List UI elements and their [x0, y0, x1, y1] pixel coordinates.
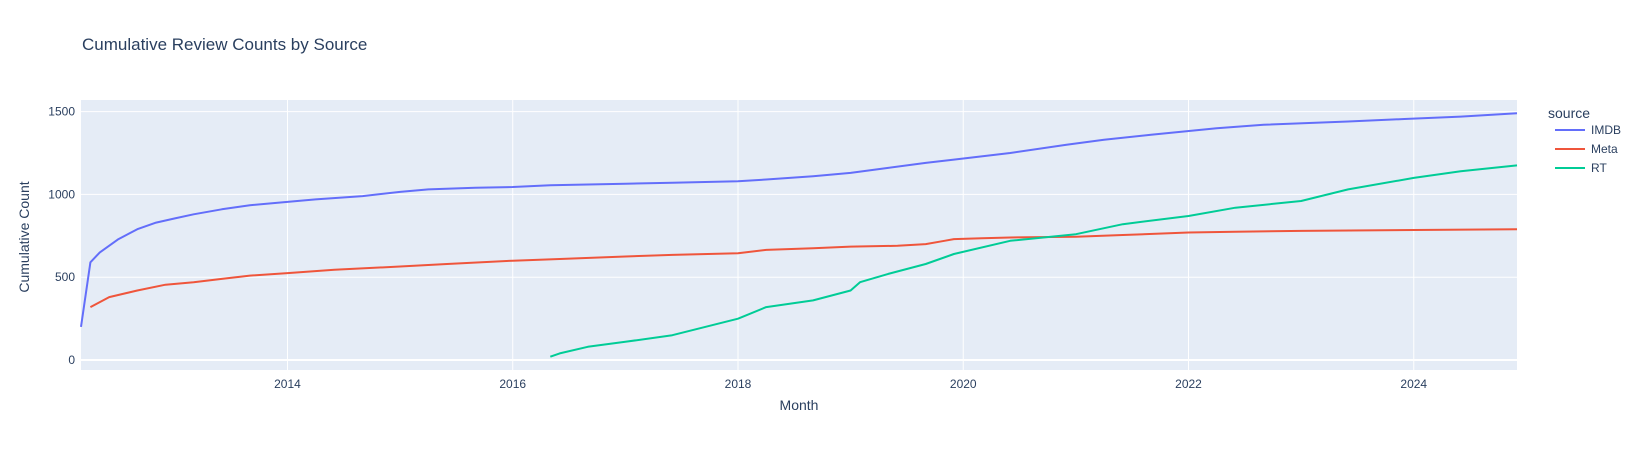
y-tick-label: 500: [55, 270, 75, 284]
y-axis-ticks: 0 500 1000 1500: [48, 105, 75, 367]
grid-lines: [81, 100, 1517, 370]
x-tick-label: 2022: [1175, 377, 1202, 391]
x-tick-label: 2018: [725, 377, 752, 391]
legend-item-imdb[interactable]: IMDB: [1555, 123, 1621, 137]
legend-title: source: [1548, 105, 1590, 121]
plot-area: [81, 100, 1517, 370]
y-tick-label: 1000: [48, 187, 75, 201]
legend: source IMDB Meta RT: [1548, 105, 1621, 175]
y-axis-title: Cumulative Count: [16, 181, 32, 292]
x-tick-label: 2014: [274, 377, 301, 391]
chart-title: Cumulative Review Counts by Source: [82, 35, 367, 54]
legend-item-rt[interactable]: RT: [1555, 161, 1607, 175]
legend-label: RT: [1591, 161, 1607, 175]
x-tick-label: 2016: [499, 377, 526, 391]
legend-item-meta[interactable]: Meta: [1555, 142, 1618, 156]
x-tick-label: 2020: [950, 377, 977, 391]
legend-label: Meta: [1591, 142, 1618, 156]
series-line-meta: [89, 228, 1518, 308]
legend-label: IMDB: [1591, 123, 1621, 137]
x-tick-label: 2024: [1400, 377, 1427, 391]
x-axis-ticks: 2014 2016 2018 2020 2022 2024: [274, 377, 1427, 391]
y-tick-label: 1500: [48, 105, 75, 119]
series-line-imdb: [80, 112, 1518, 328]
x-axis-title: Month: [780, 397, 819, 413]
series-lines: [80, 112, 1518, 358]
series-line-rt: [549, 164, 1518, 358]
y-tick-label: 0: [68, 353, 75, 367]
